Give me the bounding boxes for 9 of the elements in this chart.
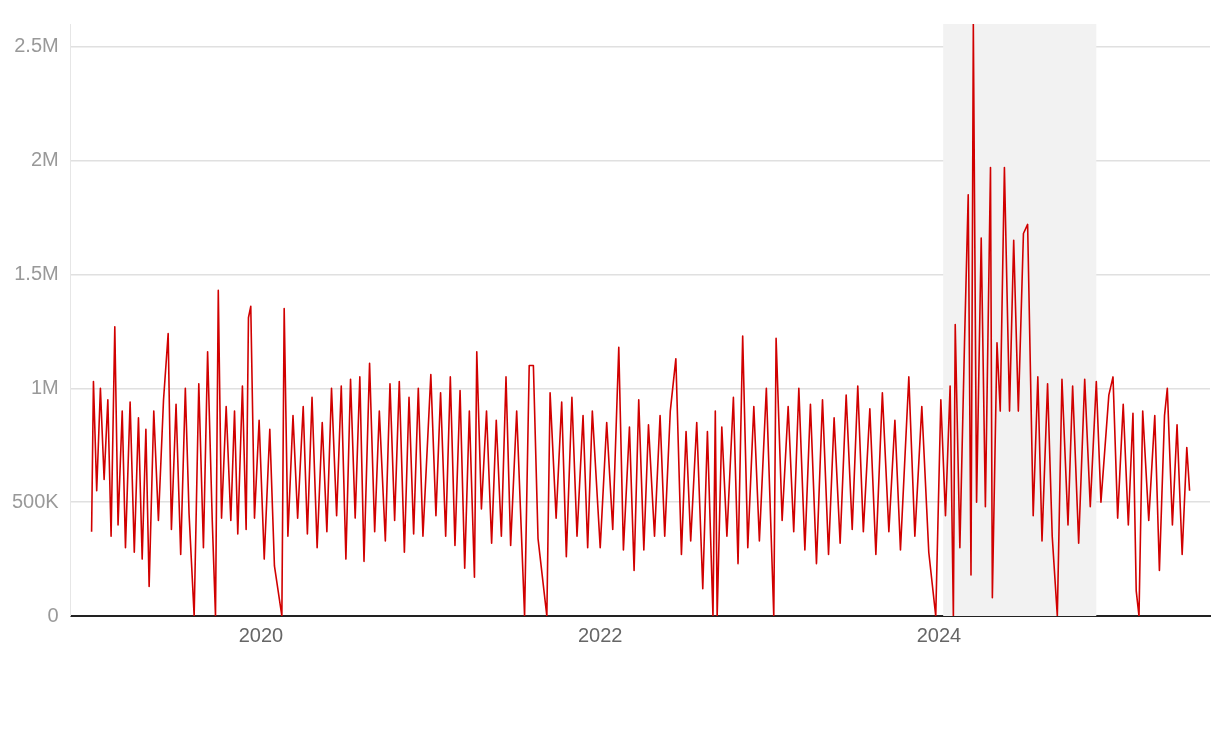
y-tick-label: 2M: [30, 148, 59, 171]
y-tick-label: 500K: [11, 489, 60, 512]
y-tick-label: 2.5M: [14, 34, 59, 57]
y-tick-label: 1.5M: [14, 261, 59, 284]
y-tick-label: 1M: [30, 375, 59, 398]
y-tick-label: 0: [47, 603, 59, 626]
x-tick-label: 2022: [577, 623, 623, 646]
x-tick-label: 2024: [916, 623, 962, 646]
x-tick-label: 2020: [238, 623, 284, 646]
